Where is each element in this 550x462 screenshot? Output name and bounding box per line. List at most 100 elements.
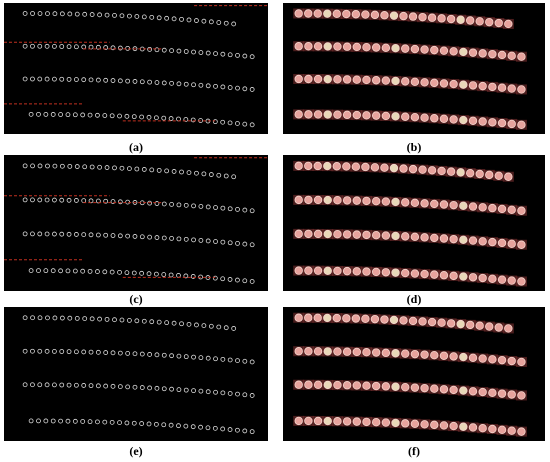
dot: [110, 383, 116, 389]
dot: [161, 80, 167, 86]
dot: [517, 277, 526, 286]
dot: [439, 200, 449, 209]
dot: [171, 320, 177, 326]
dot: [139, 234, 145, 240]
dot: [176, 48, 182, 54]
dot: [449, 385, 458, 395]
dot: [391, 44, 400, 53]
dot: [66, 44, 72, 50]
dot: [186, 170, 192, 175]
dot: [179, 16, 184, 22]
dot: [36, 111, 41, 117]
dot: [22, 231, 28, 237]
dot: [242, 241, 248, 247]
dot: [73, 349, 79, 355]
dot: [391, 268, 400, 277]
dot: [194, 18, 199, 23]
dot: [227, 427, 233, 432]
dot: [389, 315, 399, 325]
dot: [72, 268, 78, 274]
dot: [28, 111, 34, 117]
dot: [37, 348, 43, 354]
dot: [36, 268, 41, 274]
dot: [497, 238, 507, 248]
dot: [141, 318, 147, 324]
dot: [146, 421, 152, 427]
dot: [488, 355, 497, 364]
dot: [227, 240, 233, 246]
dot: [437, 14, 446, 23]
dot: [205, 389, 211, 395]
dot: [507, 239, 516, 249]
dot: [161, 47, 167, 53]
dot: [304, 416, 313, 426]
dot: [380, 315, 389, 324]
dot: [117, 269, 122, 275]
dot: [154, 385, 160, 391]
dot: [249, 87, 255, 92]
dot: [117, 45, 123, 51]
dot: [468, 387, 478, 396]
dot: [191, 82, 196, 88]
dot: [89, 164, 95, 170]
dot: [176, 236, 182, 242]
dot: [30, 197, 35, 203]
dot: [161, 352, 167, 358]
dot: [418, 317, 427, 326]
dot: [183, 117, 189, 122]
dot: [517, 391, 526, 400]
dot: [194, 170, 199, 176]
dot: [52, 348, 57, 354]
dot: [497, 83, 507, 92]
dot: [156, 319, 162, 325]
dot: [313, 195, 323, 205]
dot: [227, 391, 233, 396]
dot: [497, 355, 507, 365]
dot: [183, 81, 189, 87]
dot: [370, 314, 380, 324]
dot: [198, 355, 204, 361]
dot: [235, 391, 240, 397]
dot: [333, 230, 342, 239]
dot: [507, 276, 516, 285]
dot: [294, 42, 303, 51]
dot: [391, 197, 400, 207]
dot: [446, 14, 456, 24]
dot: [227, 85, 233, 90]
dot: [89, 12, 95, 17]
dot: [205, 238, 211, 244]
dot: [399, 11, 408, 21]
dot: [449, 271, 458, 281]
dot: [446, 167, 456, 176]
dot: [223, 173, 229, 179]
dot: [466, 16, 475, 25]
dot: [80, 112, 86, 118]
dot: [52, 382, 57, 388]
dot: [313, 347, 323, 356]
dot: [391, 231, 400, 241]
dot: [504, 172, 513, 181]
dot: [304, 313, 313, 322]
dot: [208, 172, 214, 177]
dot: [381, 418, 391, 427]
dot: [43, 111, 49, 117]
dot: [149, 319, 155, 325]
dot: [198, 424, 203, 430]
dot: [342, 42, 352, 51]
dot: [169, 386, 174, 392]
dot: [235, 85, 240, 91]
dot: [30, 231, 35, 237]
dot: [517, 357, 526, 367]
dot: [153, 421, 159, 427]
dot: [401, 382, 410, 392]
dot: [323, 42, 332, 51]
dot: [304, 161, 313, 171]
dot: [249, 208, 255, 214]
dot: [456, 15, 465, 24]
dot: [313, 229, 323, 239]
dot: [112, 13, 117, 18]
dot: [164, 15, 170, 21]
dot: [131, 420, 137, 426]
dot: [161, 272, 167, 277]
dot: [391, 418, 400, 428]
